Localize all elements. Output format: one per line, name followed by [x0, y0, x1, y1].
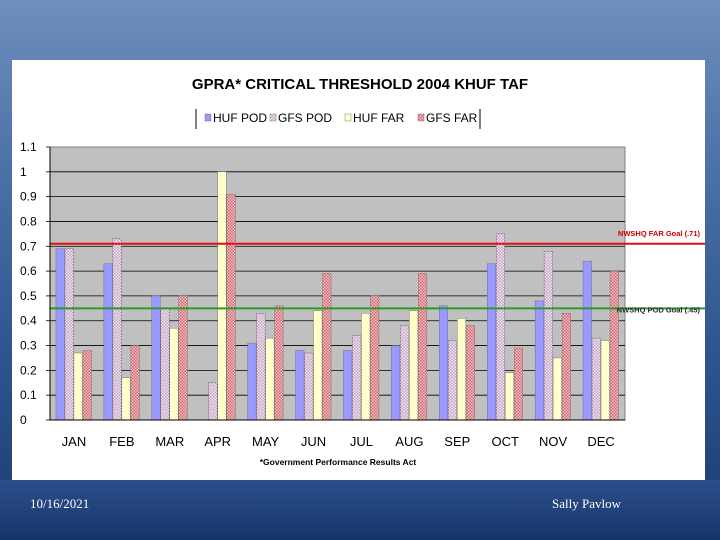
- x-tick-label: OCT: [491, 434, 519, 449]
- legend-label: HUF FAR: [353, 111, 405, 125]
- gridlines: [50, 171, 625, 396]
- bar-gfs-pod: [543, 251, 553, 421]
- bar-gfs-far: [370, 295, 380, 421]
- chart-legend: HUF POD GFS POD HUF FAR GFS FAR: [195, 109, 481, 129]
- bar-huf-far: [73, 352, 83, 421]
- bar-huf-far: [457, 318, 466, 421]
- bar-huf-far: [505, 372, 514, 421]
- bar-huf-pod: [582, 260, 592, 421]
- bar-gfs-far: [82, 350, 92, 421]
- bar-huf-pod: [343, 350, 353, 421]
- chart-footnote: *Government Performance Results Act: [260, 457, 417, 467]
- bar-huf-pod: [439, 305, 448, 421]
- bar-gfs-pod: [304, 352, 314, 421]
- x-tick-label: AUG: [395, 434, 423, 449]
- bar-gfs-far: [418, 273, 428, 421]
- y-tick-label: 0.2: [20, 363, 37, 377]
- bar-huf-pod: [487, 263, 496, 421]
- bar-gfs-far: [609, 270, 619, 421]
- x-tick-label: APR: [204, 434, 231, 449]
- bar-gfs-pod: [400, 325, 410, 421]
- x-tick-label: NOV: [539, 434, 568, 449]
- y-tick-label: 0.4: [20, 314, 37, 328]
- bar-huf-far: [313, 310, 323, 421]
- bar-gfs-far: [561, 313, 571, 421]
- y-tick-label: 0.7: [20, 239, 37, 253]
- bar-huf-pod: [55, 248, 65, 421]
- plot-area: [49, 146, 626, 421]
- y-tick-label: 1: [20, 165, 27, 179]
- y-tick-label: 0.1: [20, 388, 37, 402]
- bar-gfs-pod: [256, 313, 266, 421]
- footer-author: Sally Pavlow: [552, 496, 621, 511]
- bar-huf-pod: [151, 295, 161, 421]
- legend-swatch: [204, 113, 212, 122]
- slide-bottom-band: [0, 480, 720, 540]
- bar-gfs-pod: [160, 308, 170, 421]
- bar-huf-far: [409, 310, 419, 421]
- bar-huf-pod: [391, 345, 401, 421]
- bar-gfs-far: [226, 193, 236, 421]
- goal-line-label: NWSHQ POD Goal (.45): [617, 305, 701, 314]
- x-axis: JAN FEB MAR APR MAY JUN JUL AUG SEP OCT NOV DEC: [50, 419, 625, 449]
- bar-gfs-pod: [448, 340, 457, 421]
- y-tick-label: 0.9: [20, 190, 37, 204]
- bar-huf-far: [552, 357, 562, 421]
- chart-title: GPRA* CRITICAL THRESHOLD 2004 KHUF TAF: [192, 76, 528, 93]
- legend-label: GFS FAR: [426, 111, 478, 125]
- x-tick-label: DEC: [587, 434, 614, 449]
- x-tick-label: MAY: [252, 434, 280, 449]
- bar-huf-far: [265, 337, 275, 421]
- x-tick-label: FEB: [109, 434, 134, 449]
- bar-gfs-far: [514, 347, 523, 421]
- x-tick-label: SEP: [444, 434, 470, 449]
- bar-gfs-far: [466, 325, 475, 421]
- bar-gfs-pod: [496, 233, 505, 421]
- bar-gfs-far: [322, 273, 332, 421]
- x-tick-label: JUL: [350, 434, 373, 449]
- reference-lines: NWSHQ FAR Goal (.71) NWSHQ POD Goal (.45): [50, 229, 705, 314]
- bar-gfs-pod: [352, 335, 362, 421]
- bar-gfs-pod: [64, 248, 74, 421]
- y-tick-label: 0.6: [20, 264, 37, 278]
- bar-huf-pod: [103, 263, 113, 421]
- legend-swatch: [417, 113, 425, 122]
- bar-huf-far: [361, 313, 371, 421]
- legend-swatch: [344, 113, 352, 122]
- bar-huf-far: [217, 171, 227, 421]
- x-tick-label: JUN: [301, 434, 326, 449]
- bar-huf-pod: [534, 300, 544, 421]
- y-tick-label: 0.5: [20, 289, 37, 303]
- bar-gfs-pod: [208, 382, 218, 421]
- bar-huf-pod: [247, 342, 257, 421]
- bar-gfs-far: [130, 345, 140, 421]
- legend-swatch: [269, 113, 277, 122]
- x-tick-label: MAR: [155, 434, 184, 449]
- bar-group: [55, 171, 619, 421]
- x-tick-label: JAN: [62, 434, 87, 449]
- y-tick-label: 0.3: [20, 339, 37, 353]
- footer-date: 10/16/2021: [30, 496, 90, 511]
- bar-gfs-far: [274, 305, 284, 421]
- y-tick-label: 1.1: [20, 140, 37, 154]
- bar-gfs-pod: [112, 238, 122, 421]
- bar-gfs-far: [178, 295, 188, 421]
- bar-huf-pod: [295, 350, 305, 421]
- bar-huf-far: [169, 327, 179, 421]
- legend-label: GFS POD: [278, 111, 332, 125]
- y-tick-label: 0: [20, 413, 27, 427]
- y-axis: 0 0.1 0.2 0.3 0.4 0.5 0.6 0.7 0.8 0.9 1 1.1: [20, 140, 51, 427]
- goal-line-label: NWSHQ FAR Goal (.71): [618, 229, 701, 238]
- bar-huf-far: [121, 377, 131, 421]
- legend-label: HUF POD: [213, 111, 267, 125]
- bar-huf-far: [600, 340, 610, 421]
- y-tick-label: 0.8: [20, 214, 37, 228]
- bar-gfs-pod: [591, 337, 601, 421]
